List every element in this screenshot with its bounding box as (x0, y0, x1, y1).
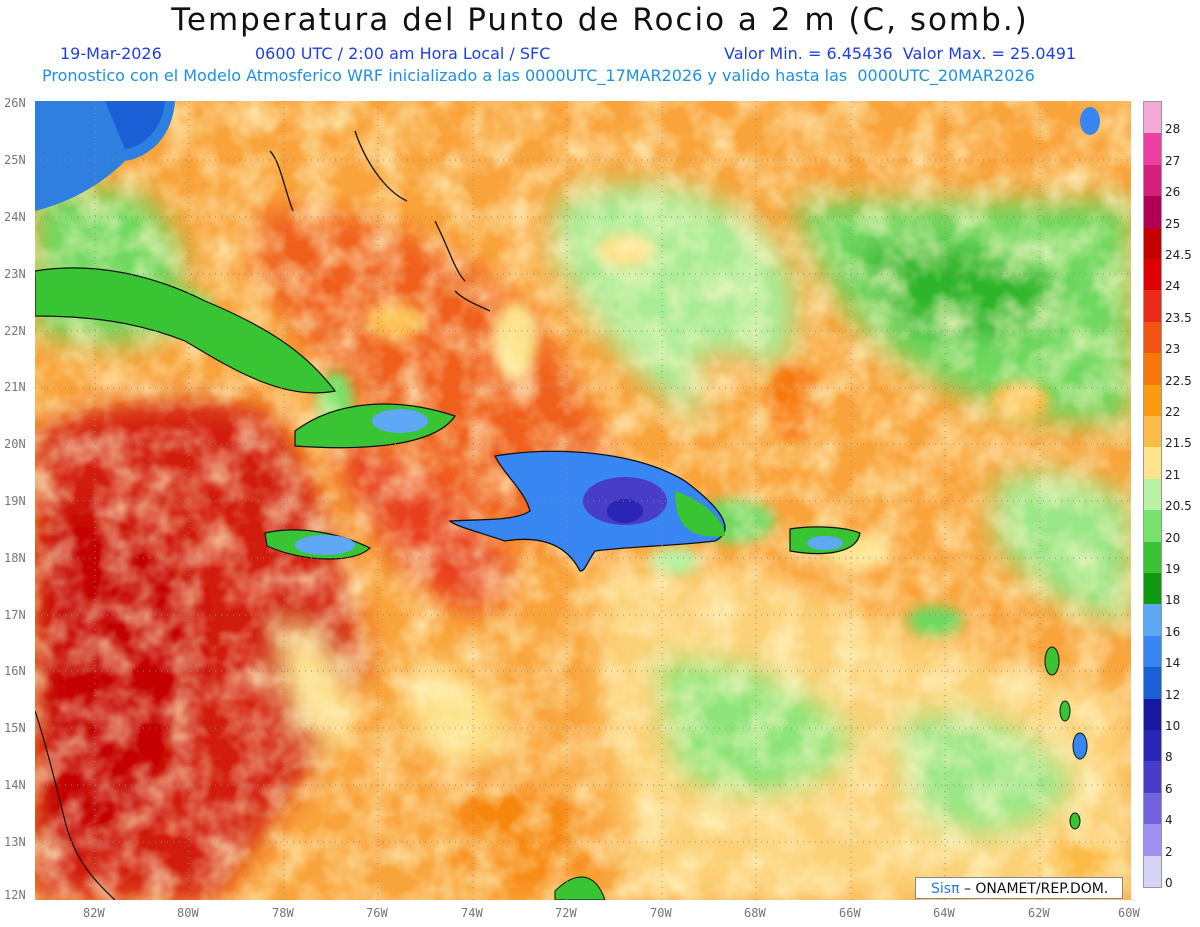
lat-label: 23N (4, 267, 26, 281)
lon-label: 76W (366, 906, 388, 920)
legend-label: 21.5 (1165, 436, 1192, 451)
lat-label: 24N (4, 210, 26, 224)
legend-label: 23 (1165, 342, 1181, 357)
lat-label: 12N (4, 888, 26, 902)
lat-label: 19N (4, 494, 26, 508)
legend-swatch (1144, 416, 1161, 448)
min-max-values: Valor Min. = 6.45436 Valor Max. = 25.049… (724, 44, 1077, 63)
legend-swatch (1144, 478, 1161, 511)
legend-swatch (1144, 321, 1161, 354)
legend-swatch (1144, 447, 1161, 480)
lat-label: 15N (4, 721, 26, 735)
legend-swatch (1144, 384, 1161, 417)
legend-label: 21 (1165, 467, 1181, 482)
lat-label: 13N (4, 835, 26, 849)
legend-label: 22.5 (1165, 373, 1192, 388)
legend-label: 24 (1165, 279, 1181, 294)
lat-label: 26N (4, 96, 26, 110)
map-canvas (35, 101, 1131, 900)
legend-label: 8 (1165, 750, 1173, 765)
legend-swatch (1144, 761, 1161, 794)
legend-swatch (1144, 290, 1161, 323)
lon-label: 78W (272, 906, 294, 920)
legend-label: 14 (1165, 656, 1181, 671)
credit-brand: Sisπ (931, 881, 960, 897)
legend-label: 4 (1165, 813, 1173, 828)
lat-label: 21N (4, 380, 26, 394)
lon-label: 80W (177, 906, 199, 920)
legend-swatch (1144, 792, 1161, 825)
legend-label: 22 (1165, 405, 1181, 419)
legend-swatch (1144, 259, 1161, 291)
lat-label: 17N (4, 608, 26, 622)
dewpoint-map (35, 101, 1131, 900)
legend-label: 25 (1165, 216, 1181, 231)
coastline (35, 710, 116, 900)
legend-swatch (1144, 510, 1161, 543)
bahamas-outline (269, 130, 491, 312)
legend-label: 10 (1165, 719, 1181, 733)
legend-swatch (1144, 604, 1161, 637)
legend-swatch (1144, 667, 1161, 700)
legend-label: 18 (1165, 593, 1181, 608)
legend-label: 16 (1165, 624, 1181, 639)
legend-swatch (1144, 541, 1161, 574)
lon-label: 62W (1028, 906, 1050, 920)
lon-label: 64W (933, 906, 955, 920)
lat-label: 16N (4, 664, 26, 678)
cuba-land (35, 267, 337, 394)
legend-label: 2 (1165, 844, 1173, 859)
lon-label: 60W (1118, 906, 1140, 920)
legend-swatch (1144, 698, 1161, 731)
legend-swatch (1144, 353, 1161, 386)
legend-label: 20 (1165, 530, 1181, 545)
model-info: Pronostico con el Modelo Atmosferico WRF… (42, 66, 1035, 85)
lon-label: 66W (839, 906, 861, 920)
lon-label: 68W (744, 906, 766, 920)
legend-swatch (1144, 824, 1161, 857)
lon-label: 74W (461, 906, 483, 920)
lat-label: 14N (4, 778, 26, 792)
legend-swatch (1144, 133, 1161, 166)
lon-label: 82W (83, 906, 105, 920)
lat-label: 20N (4, 437, 26, 451)
credit-box: Sisπ – ONAMET/REP.DOM. (915, 877, 1123, 899)
legend-swatch (1144, 196, 1161, 229)
legend-label: 23.5 (1165, 310, 1192, 325)
legend-swatch (1144, 573, 1161, 605)
color-legend (1143, 101, 1162, 888)
legend-label: 20.5 (1165, 499, 1192, 514)
island (1044, 646, 1060, 676)
time-info: 0600 UTC / 2:00 am Hora Local / SFC (255, 44, 551, 63)
legend-swatch (1144, 855, 1161, 888)
lon-label: 70W (650, 906, 672, 920)
legend-label: 19 (1165, 562, 1181, 576)
map-title: Temperatura del Punto de Rocio a 2 m (C,… (171, 2, 1029, 38)
legend-label: 0 (1165, 876, 1173, 890)
legend-swatch (1144, 730, 1161, 762)
legend-label: 28 (1165, 122, 1181, 137)
legend-label: 6 (1165, 781, 1173, 796)
legend-label: 24.5 (1165, 248, 1192, 262)
date-label: 19-Mar-2026 (60, 44, 162, 63)
legend-swatch (1144, 102, 1161, 134)
legend-swatch (1144, 635, 1161, 668)
legend-label: 26 (1165, 185, 1181, 200)
lat-label: 18N (4, 551, 26, 565)
lat-label: 25N (4, 153, 26, 167)
legend-swatch (1144, 164, 1161, 197)
credit-text: – ONAMET/REP.DOM. (959, 881, 1109, 897)
lat-label: 22N (4, 324, 26, 338)
legend-label: 12 (1165, 687, 1181, 702)
lon-label: 72W (555, 906, 577, 920)
legend-label: 27 (1165, 153, 1181, 168)
legend-swatch (1144, 227, 1161, 260)
